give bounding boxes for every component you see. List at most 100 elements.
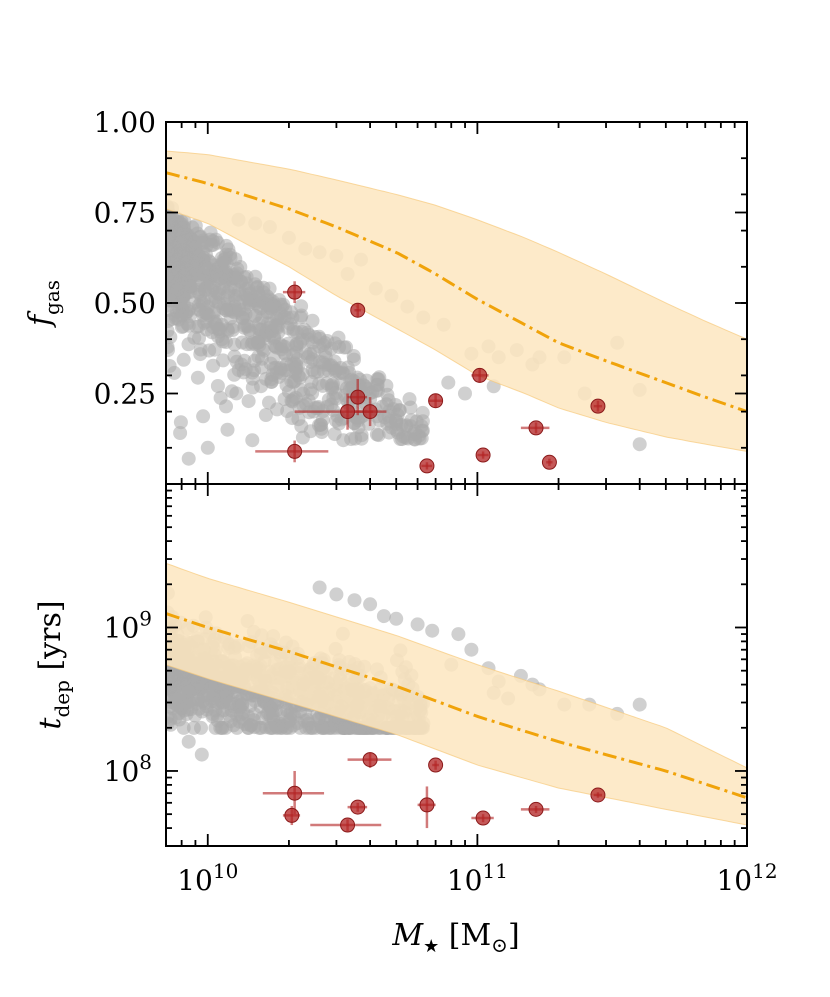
observation-point <box>350 799 366 815</box>
simulation-point <box>183 279 198 294</box>
simulation-point <box>218 303 233 317</box>
simulation-point <box>219 399 233 414</box>
simulation-point <box>377 410 392 425</box>
simulation-point <box>193 287 208 302</box>
simulation-point <box>312 580 327 595</box>
simulation-point <box>241 394 256 409</box>
simulation-point <box>327 427 342 442</box>
model-line <box>166 612 747 800</box>
simulation-point <box>177 672 192 687</box>
bottom-y-tick-label: 108 <box>104 750 152 788</box>
simulation-point <box>181 337 196 352</box>
simulation-point <box>402 392 417 407</box>
simulation-point <box>192 331 206 346</box>
simulation-point <box>251 335 266 350</box>
model-line <box>166 171 747 414</box>
bottom-y-tick-label: 109 <box>104 606 152 644</box>
simulation-point <box>214 720 229 735</box>
x-tick-label: 1010 <box>177 859 238 897</box>
simulation-point <box>326 403 341 418</box>
simulation-point <box>186 720 201 735</box>
simulation-point <box>217 265 232 280</box>
simulation-point <box>166 244 175 258</box>
simulation-point <box>301 332 316 347</box>
simulation-point <box>312 710 326 725</box>
simulation-point <box>232 302 247 317</box>
top-y-tick-label: 1.00 <box>94 106 156 139</box>
simulation-point <box>248 293 262 308</box>
simulation-point <box>286 375 301 390</box>
top-y-tick-label: 0.25 <box>94 378 156 411</box>
simulation-point <box>305 313 320 328</box>
observation-point <box>528 801 544 817</box>
simulation-point <box>181 734 196 749</box>
simulation-point <box>270 402 285 417</box>
observation-point <box>590 787 606 803</box>
simulation-point <box>200 440 215 455</box>
simulation-point <box>229 354 244 369</box>
observation-point <box>590 398 606 414</box>
simulation-point <box>407 432 422 446</box>
observation-point <box>287 785 303 801</box>
simulation-point <box>173 426 188 440</box>
simulation-point <box>334 717 349 732</box>
simulation-point <box>265 300 280 314</box>
simulation-point <box>173 415 188 430</box>
simulation-point <box>193 347 208 362</box>
simulation-point <box>249 280 264 295</box>
simulation-point <box>389 611 404 626</box>
simulation-point <box>254 360 269 375</box>
simulation-point <box>216 253 231 268</box>
simulation-point <box>288 337 303 352</box>
observation-point <box>475 810 491 826</box>
bottom-panel-plot-area <box>166 562 747 833</box>
simulation-point <box>632 697 647 712</box>
simulation-point <box>280 708 295 723</box>
top-y-tick-label: 0.75 <box>94 197 156 230</box>
simulation-point <box>166 259 181 274</box>
simulation-point <box>289 361 304 376</box>
observation-point <box>528 420 544 436</box>
simulation-point <box>166 343 175 357</box>
simulation-point <box>347 593 362 608</box>
simulation-point <box>313 417 328 432</box>
observation-point <box>475 447 491 463</box>
simulation-point <box>325 381 339 396</box>
observation-point <box>419 458 435 474</box>
observation-point <box>350 302 366 318</box>
simulation-point <box>339 340 354 355</box>
simulation-point <box>170 282 185 297</box>
simulation-point <box>425 623 440 638</box>
top-y-tick-label: 0.50 <box>94 287 156 320</box>
simulation-point <box>316 364 331 378</box>
simulation-point <box>220 422 235 437</box>
simulation-point <box>376 609 391 624</box>
top-ylabel: fgas <box>23 280 64 328</box>
observation-point <box>340 404 356 420</box>
simulation-point <box>207 304 222 319</box>
simulation-point <box>370 377 384 392</box>
simulation-point <box>210 379 225 393</box>
simulation-point <box>218 689 233 704</box>
simulation-point <box>204 238 219 253</box>
simulation-point <box>458 386 472 401</box>
simulation-point <box>182 302 197 316</box>
simulation-point <box>208 290 223 305</box>
simulation-point <box>166 669 178 684</box>
simulation-point <box>441 375 456 390</box>
simulation-point <box>312 331 327 346</box>
simulation-point <box>205 320 220 334</box>
simulation-point <box>274 342 289 357</box>
observation-point <box>287 284 303 300</box>
simulation-point <box>363 597 378 612</box>
simulation-point <box>196 409 211 424</box>
simulation-point <box>354 428 369 443</box>
observation-point <box>350 389 366 405</box>
simulation-point <box>233 260 248 274</box>
observation-point <box>287 443 303 459</box>
simulation-point <box>192 701 206 716</box>
simulation-point <box>166 359 177 373</box>
simulation-point <box>451 627 466 642</box>
bottom-ylabel: tdep [yrs] <box>33 600 74 729</box>
